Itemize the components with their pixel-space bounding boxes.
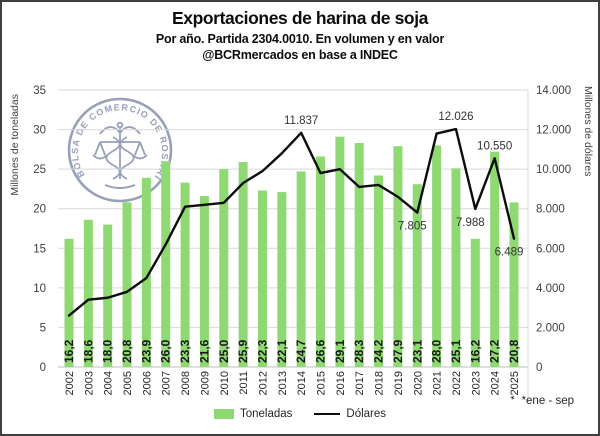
svg-text:25,1: 25,1 [449, 339, 463, 363]
svg-text:2009: 2009 [199, 371, 211, 395]
chart-legend: Toneladas Dólares [2, 408, 598, 420]
svg-text:22,1: 22,1 [275, 339, 289, 363]
svg-text:2023: 2023 [470, 371, 482, 395]
svg-text:15: 15 [33, 243, 46, 255]
svg-text:20,8: 20,8 [120, 339, 134, 363]
svg-text:*2025: *2025 [509, 371, 521, 400]
svg-text:10.550: 10.550 [477, 140, 512, 152]
svg-text:30: 30 [33, 125, 46, 137]
svg-text:2013: 2013 [277, 371, 289, 395]
svg-text:20: 20 [33, 204, 46, 216]
svg-text:0: 0 [40, 362, 46, 374]
svg-text:5: 5 [40, 322, 46, 334]
logo-outer-circle [67, 97, 173, 203]
svg-text:20,8: 20,8 [507, 339, 521, 363]
svg-text:24,2: 24,2 [372, 339, 386, 363]
svg-text:23,3: 23,3 [178, 339, 192, 363]
caduceus-icon [92, 121, 148, 189]
svg-text:7.805: 7.805 [398, 221, 427, 233]
svg-text:7.988: 7.988 [456, 217, 485, 229]
svg-text:16,2: 16,2 [62, 339, 76, 363]
svg-text:6.489: 6.489 [495, 247, 524, 259]
svg-text:2.000: 2.000 [536, 322, 565, 334]
legend-toneladas-label: Toneladas [239, 408, 293, 420]
svg-text:2008: 2008 [180, 371, 192, 395]
svg-text:2021: 2021 [432, 371, 444, 395]
svg-text:2018: 2018 [374, 371, 386, 395]
svg-text:25,9: 25,9 [236, 339, 250, 363]
chart-title: Exportaciones de harina de soja [171, 8, 429, 28]
svg-text:10: 10 [33, 283, 46, 295]
svg-text:2003: 2003 [83, 371, 95, 395]
svg-text:2014: 2014 [296, 371, 308, 395]
svg-text:35: 35 [33, 85, 46, 97]
legend-dolares-label: Dólares [346, 408, 387, 420]
svg-text:2016: 2016 [335, 371, 347, 395]
chart-subtitle: Por año. Partida 2304.0010. En volumen y… [155, 31, 445, 46]
svg-text:2024: 2024 [490, 371, 502, 395]
svg-text:25,0: 25,0 [217, 339, 231, 363]
svg-text:10.000: 10.000 [536, 164, 571, 176]
svg-text:2015: 2015 [316, 371, 328, 395]
toneladas-swatch-icon [213, 409, 234, 419]
svg-text:12.026: 12.026 [438, 111, 473, 123]
chart-source: @BCRmercados en base a INDEC [202, 47, 398, 62]
svg-text:18,6: 18,6 [81, 339, 95, 363]
svg-text:28,0: 28,0 [430, 339, 444, 363]
svg-text:11.837: 11.837 [284, 115, 318, 127]
svg-text:18,0: 18,0 [101, 339, 115, 363]
svg-text:16,2: 16,2 [468, 339, 482, 363]
svg-text:2006: 2006 [141, 371, 153, 395]
svg-text:2011: 2011 [238, 371, 250, 395]
svg-text:27,2: 27,2 [488, 339, 502, 363]
right-axis-title: Millones de dólares [582, 86, 594, 177]
svg-text:2017: 2017 [354, 371, 366, 395]
svg-text:29,1: 29,1 [333, 339, 347, 363]
svg-text:2004: 2004 [103, 371, 115, 395]
svg-text:28,3: 28,3 [352, 339, 366, 363]
svg-text:2002: 2002 [64, 371, 76, 395]
svg-text:23,1: 23,1 [410, 339, 424, 363]
svg-text:2007: 2007 [161, 371, 173, 395]
svg-text:2022: 2022 [451, 371, 463, 395]
svg-text:14.000: 14.000 [536, 85, 571, 97]
svg-text:2012: 2012 [257, 371, 269, 395]
svg-text:27,9: 27,9 [391, 339, 405, 363]
svg-text:24,7: 24,7 [294, 339, 308, 363]
svg-text:25: 25 [33, 164, 46, 176]
svg-text:4.000: 4.000 [536, 283, 565, 295]
svg-text:8.000: 8.000 [536, 204, 565, 216]
bcr-logo: BOLSA DE COMERCIO DE ROSARIO [65, 94, 173, 203]
dolares-line-icon [314, 413, 341, 415]
svg-text:23,9: 23,9 [139, 339, 153, 363]
chart-header: Exportaciones de harina de soja Por año.… [2, 7, 598, 63]
svg-text:2019: 2019 [393, 371, 405, 395]
svg-text:0: 0 [536, 362, 542, 374]
svg-text:26,6: 26,6 [314, 339, 328, 363]
footnote: *ene - sep [521, 395, 574, 407]
svg-text:2005: 2005 [122, 371, 134, 395]
svg-text:2010: 2010 [219, 371, 231, 395]
svg-text:6.000: 6.000 [536, 243, 565, 255]
svg-text:21,6: 21,6 [197, 339, 211, 363]
svg-text:2020: 2020 [412, 371, 424, 395]
svg-text:22,3: 22,3 [255, 339, 269, 363]
svg-text:12.000: 12.000 [536, 125, 571, 137]
svg-text:26,0: 26,0 [159, 339, 173, 363]
